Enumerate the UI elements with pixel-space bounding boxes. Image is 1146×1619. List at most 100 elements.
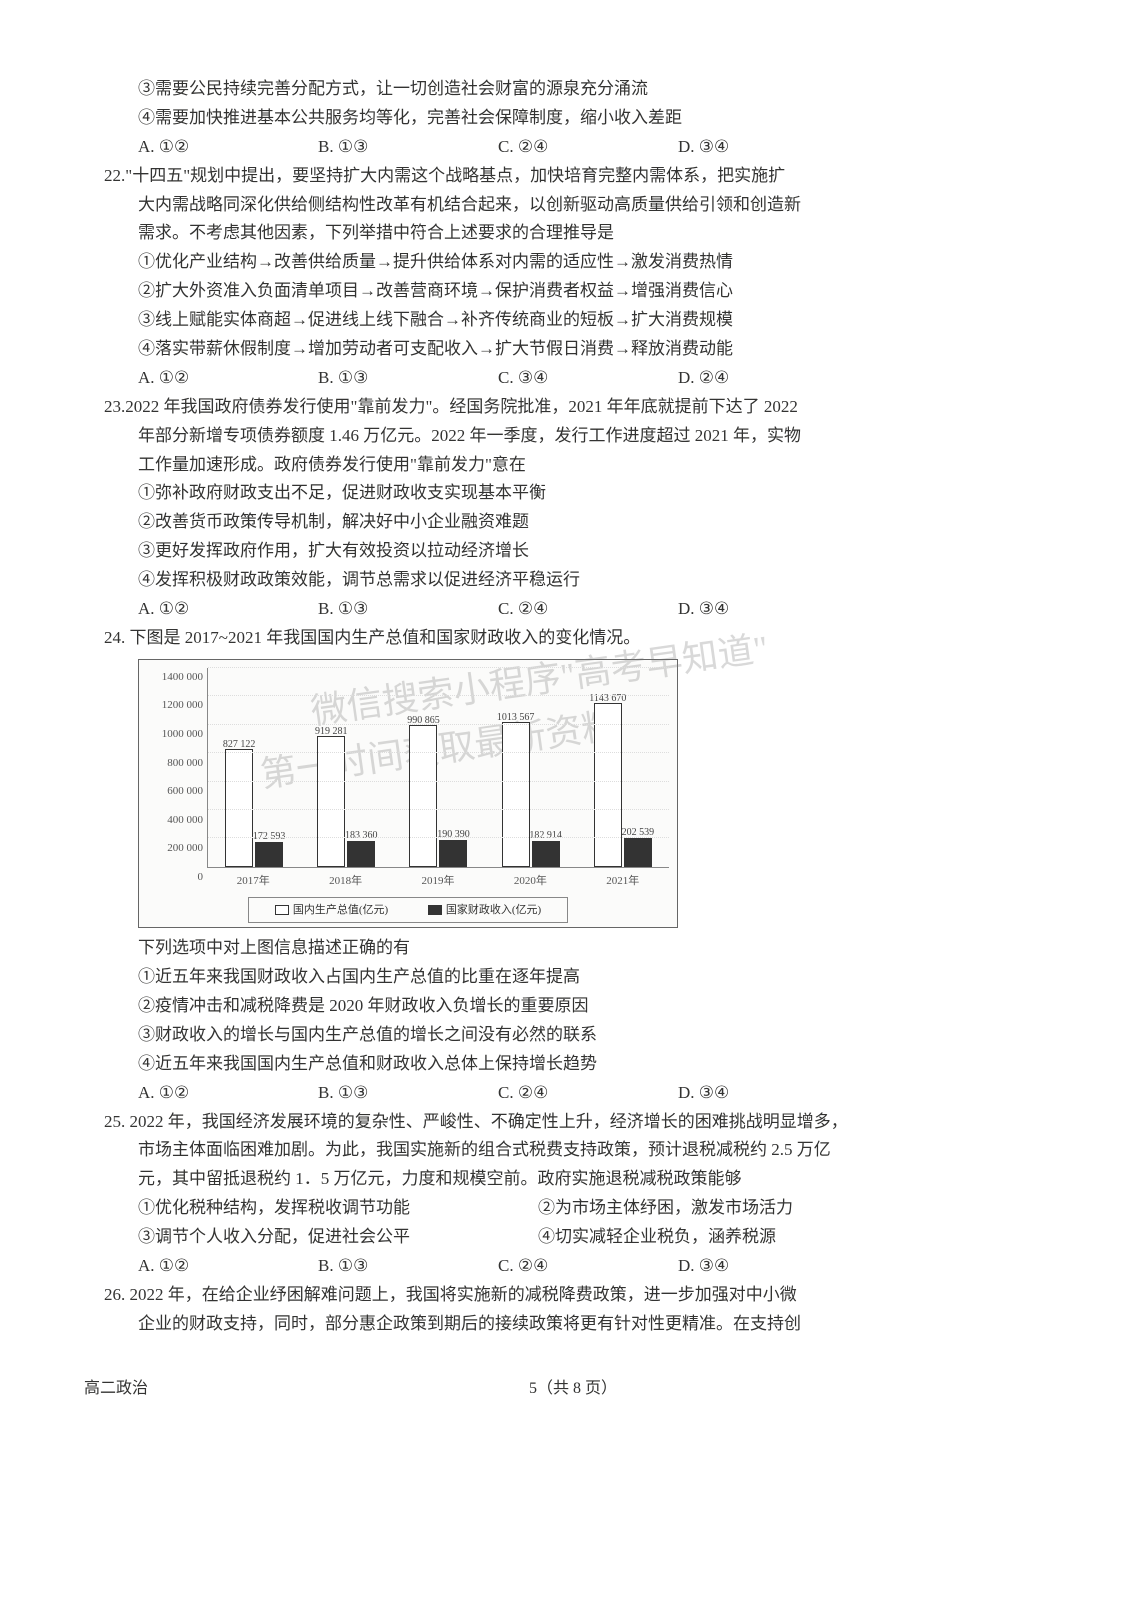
q25-stem: 25. 2022 年，我国经济发展环境的复杂性、严峻性、不确定性上升，经济增长的… <box>80 1108 1066 1137</box>
q26-stem-l1: 2022 年，在给企业纾困解难问题上，我国将实施新的减税降费政策，进一步加强对中… <box>125 1285 797 1304</box>
revenue-bar: 183 360 <box>347 841 375 867</box>
xlabel: 2021年 <box>584 872 662 891</box>
q24-o2: ②疫情冲击和减税降费是 2020 年财政收入负增长的重要原因 <box>80 992 1066 1021</box>
q23-D: D. ③④ <box>678 595 858 624</box>
gdp-bar: 919 281 <box>317 736 345 867</box>
gdp-value-label: 990 865 <box>407 712 440 729</box>
q25-C: C. ②④ <box>498 1252 678 1281</box>
q21-options: A. ①② B. ①③ C. ②④ D. ③④ <box>80 133 1066 162</box>
year-group: 1013 567182 914 <box>492 722 570 867</box>
gdp-bar: 827 122 <box>225 749 253 867</box>
q24-o3: ③财政收入的增长与国内生产总值的增长之间没有必然的联系 <box>80 1021 1066 1050</box>
revenue-bar: 172 593 <box>255 842 283 867</box>
q24-o4: ④近五年来我国国内生产总值和财政收入总体上保持增长趋势 <box>80 1050 1066 1079</box>
q25-o4: ④切实减轻企业税负，涵养税源 <box>538 1223 776 1252</box>
q25-row2: ③调节个人收入分配，促进社会公平 ④切实减轻企业税负，涵养税源 <box>80 1223 1066 1252</box>
xlabel: 2018年 <box>307 872 385 891</box>
gdp-value-label: 1143 670 <box>589 690 626 707</box>
q23-options: A. ①② B. ①③ C. ②④ D. ③④ <box>80 595 1066 624</box>
gdp-revenue-chart: 微信搜索小程序"高考早知道" 第一时间获取最新资料 0200 000400 00… <box>138 659 678 928</box>
q21-C: C. ②④ <box>498 133 678 162</box>
q22-num: 22. <box>104 166 125 185</box>
q23-stem-l3: 工作量加速形成。政府债券发行使用"靠前发力"意在 <box>80 451 1066 480</box>
q21-A: A. ①② <box>138 133 318 162</box>
q21-B: B. ①③ <box>318 133 498 162</box>
legend-gdp-label: 国内生产总值(亿元) <box>293 904 388 916</box>
q21-opt4: ④需要加快推进基本公共服务均等化，完善社会保障制度，缩小收入差距 <box>80 104 1066 133</box>
legend-rev-label: 国家财政收入(亿元) <box>446 904 541 916</box>
q24-D: D. ③④ <box>678 1079 858 1108</box>
q23-num: 23. <box>104 397 125 416</box>
xlabel: 2019年 <box>399 872 477 891</box>
q24-stem-text: 下图是 2017~2021 年我国国内生产总值和国家财政收入的变化情况。 <box>125 628 640 647</box>
q23-B: B. ①③ <box>318 595 498 624</box>
q25-options: A. ①② B. ①③ C. ②④ D. ③④ <box>80 1252 1066 1281</box>
q22-C: C. ③④ <box>498 364 678 393</box>
q25-stem-l2: 市场主体面临困难加剧。为此，我国实施新的组合式税费支持政策，预计退税减税约 2.… <box>80 1136 1066 1165</box>
gdp-bar: 1143 670 <box>594 703 622 866</box>
q25-stem-l3: 元，其中留抵退税约 1．5 万亿元，力度和规模空前。政府实施退税减税政策能够 <box>80 1165 1066 1194</box>
q22-o3: ③线上赋能实体商超→促进线上线下融合→补齐传统商业的短板→扩大消费规模 <box>80 306 1066 335</box>
q26-stem: 26. 2022 年，在给企业纾困解难问题上，我国将实施新的减税降费政策，进一步… <box>80 1281 1066 1310</box>
year-group: 919 281183 360 <box>307 736 385 867</box>
year-group: 827 122172 593 <box>215 749 293 867</box>
q25-o3: ③调节个人收入分配，促进社会公平 <box>138 1223 538 1252</box>
q22-stem-l3: 需求。不考虑其他因素，下列举措中符合上述要求的合理推导是 <box>80 219 1066 248</box>
year-group: 1143 670202 539 <box>584 703 662 866</box>
gdp-bar: 990 865 <box>409 725 437 867</box>
gdp-value-label: 919 281 <box>315 723 348 740</box>
q21-opt3: ③需要公民持续完善分配方式，让一切创造社会财富的源泉充分涌流 <box>80 75 1066 104</box>
q24-stem: 24. 下图是 2017~2021 年我国国内生产总值和国家财政收入的变化情况。 <box>80 624 1066 653</box>
q23-stem-l1: 2022 年我国政府债券发行使用"靠前发力"。经国务院批准，2021 年年底就提… <box>125 397 798 416</box>
q23-C: C. ②④ <box>498 595 678 624</box>
revenue-value-label: 182 914 <box>529 827 562 844</box>
q23-o3: ③更好发挥政府作用，扩大有效投资以拉动经济增长 <box>80 537 1066 566</box>
q25-o1: ①优化税种结构，发挥税收调节功能 <box>138 1194 538 1223</box>
page-footer: 高二政治 5（共 8 页） <box>80 1375 1066 1402</box>
q22-stem-l2: 大内需战略同深化供给侧结构性改革有机结合起来，以创新驱动高质量供给引领和创造新 <box>80 191 1066 220</box>
q23-stem-l2: 年部分新增专项债券额度 1.46 万亿元。2022 年一季度，发行工作进度超过 … <box>80 422 1066 451</box>
q25-num: 25. <box>104 1112 125 1131</box>
q23-o1: ①弥补政府财政支出不足，促进财政收支实现基本平衡 <box>80 479 1066 508</box>
year-group: 990 865190 390 <box>399 725 477 867</box>
q22-o4: ④落实带薪休假制度→增加劳动者可支配收入→扩大节假日消费→释放消费动能 <box>80 335 1066 364</box>
q23-stem: 23.2022 年我国政府债券发行使用"靠前发力"。经国务院批准，2021 年年… <box>80 393 1066 422</box>
q22-o2: ②扩大外资准入负面清单项目→改善营商环境→保护消费者权益→增强消费信心 <box>80 277 1066 306</box>
revenue-value-label: 190 390 <box>437 826 470 843</box>
xlabel: 2017年 <box>214 872 292 891</box>
q24-options: A. ①② B. ①③ C. ②④ D. ③④ <box>80 1079 1066 1108</box>
q23-o4: ④发挥积极财政政策效能，调节总需求以促进经济平稳运行 <box>80 566 1066 595</box>
chart-ylabels: 0200 000400 000600 000800 0001000 000120… <box>147 668 203 868</box>
chart-legend: 国内生产总值(亿元) 国家财政收入(亿元) <box>248 897 568 924</box>
q22-o1: ①优化产业结构→改善供给质量→提升供给体系对内需的适应性→激发消费热情 <box>80 248 1066 277</box>
q21-D: D. ③④ <box>678 133 858 162</box>
revenue-bar: 202 539 <box>624 838 652 867</box>
gdp-bar: 1013 567 <box>502 722 530 867</box>
q24-C: C. ②④ <box>498 1079 678 1108</box>
q24-o1: ①近五年来我国财政收入占国内生产总值的比重在逐年提高 <box>80 963 1066 992</box>
footer-subject: 高二政治 <box>84 1375 148 1402</box>
q26-num: 26. <box>104 1285 125 1304</box>
q25-B: B. ①③ <box>318 1252 498 1281</box>
chart-xlabels: 2017年 2018年 2019年 2020年 2021年 <box>207 872 669 891</box>
legend-swatch-rev <box>428 905 442 915</box>
gdp-value-label: 827 122 <box>223 736 256 753</box>
q25-D: D. ③④ <box>678 1252 858 1281</box>
q24-after: 下列选项中对上图信息描述正确的有 <box>80 934 1066 963</box>
xlabel: 2020年 <box>491 872 569 891</box>
q23-o2: ②改善货币政策传导机制，解决好中小企业融资难题 <box>80 508 1066 537</box>
q24-A: A. ①② <box>138 1079 318 1108</box>
q24-B: B. ①③ <box>318 1079 498 1108</box>
q25-stem-l1: 2022 年，我国经济发展环境的复杂性、严峻性、不确定性上升，经济增长的困难挑战… <box>125 1112 848 1131</box>
legend-swatch-gdp <box>275 905 289 915</box>
q25-o2: ②为市场主体纾困，激发市场活力 <box>538 1194 793 1223</box>
q22-A: A. ①② <box>138 364 318 393</box>
q22-options: A. ①② B. ①③ C. ③④ D. ②④ <box>80 364 1066 393</box>
revenue-bar: 190 390 <box>439 840 467 867</box>
q24-num: 24. <box>104 628 125 647</box>
q26-stem-l2: 企业的财政支持，同时，部分惠企政策到期后的接续政策将更有针对性更精准。在支持创 <box>80 1310 1066 1339</box>
revenue-bar: 182 914 <box>532 841 560 867</box>
q22-stem: 22."十四五"规划中提出，要坚持扩大内需这个战略基点，加快培育完整内需体系，把… <box>80 162 1066 191</box>
q22-D: D. ②④ <box>678 364 858 393</box>
chart-plot-area: 827 122172 593919 281183 360990 865190 3… <box>207 668 669 868</box>
